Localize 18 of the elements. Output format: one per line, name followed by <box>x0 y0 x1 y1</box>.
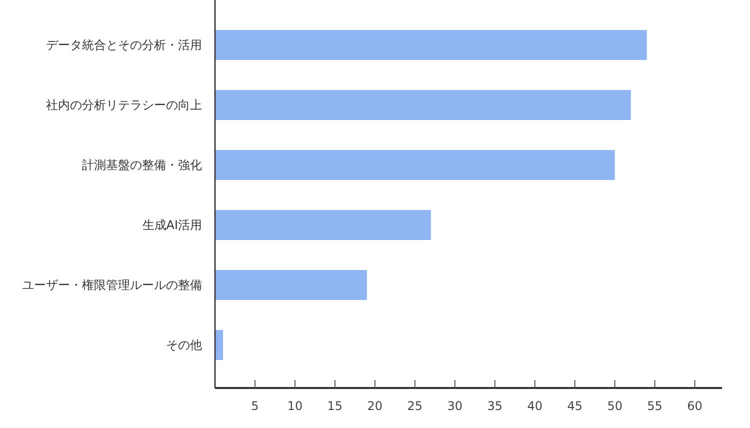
x-tick-label: 10 <box>287 399 303 413</box>
y-tick-label: 計測基盤の整備・強化 <box>82 158 202 172</box>
x-tick-label: 30 <box>447 399 463 413</box>
x-tick-label: 45 <box>567 399 582 413</box>
y-tick-label: 生成AI活用 <box>142 218 202 232</box>
x-tick-label: 60 <box>687 399 702 413</box>
y-tick-label: その他 <box>166 338 202 352</box>
x-tick-label: 40 <box>527 399 543 413</box>
x-tick-label: 25 <box>407 399 423 413</box>
y-tick-label: ユーザー・権限管理ルールの整備 <box>22 278 202 292</box>
x-tick-label: 55 <box>647 399 662 413</box>
x-tick-label: 35 <box>487 399 503 413</box>
x-tick-label: 15 <box>327 399 343 413</box>
y-tick-label: 社内の分析リテラシーの向上 <box>46 98 202 112</box>
x-tick-label: 50 <box>607 399 622 413</box>
x-tick-label: 20 <box>367 399 383 413</box>
x-tick-label: 5 <box>251 399 259 413</box>
y-tick-label: データ統合とその分析・活用 <box>46 38 202 52</box>
